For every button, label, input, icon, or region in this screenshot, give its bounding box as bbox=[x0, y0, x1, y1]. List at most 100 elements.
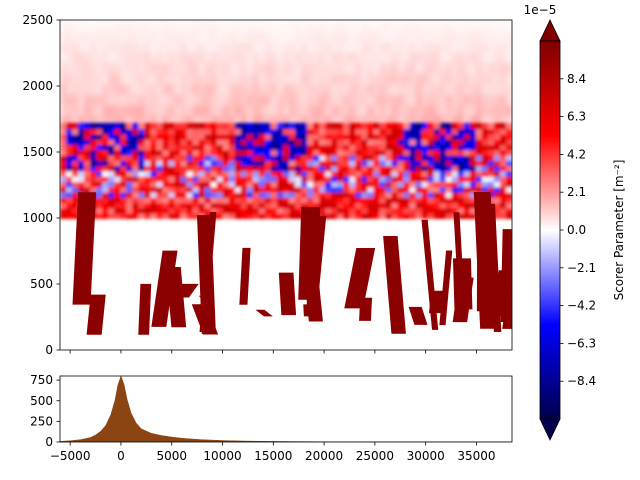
field-cell bbox=[126, 138, 134, 146]
field-cell bbox=[331, 149, 339, 156]
field-cell bbox=[120, 41, 128, 53]
field-cell bbox=[216, 122, 224, 130]
field-cell bbox=[168, 20, 176, 32]
field-cell bbox=[325, 72, 333, 85]
field-cell bbox=[385, 191, 393, 198]
field-cell bbox=[114, 128, 122, 135]
field-cell bbox=[174, 170, 182, 177]
field-cell bbox=[114, 104, 122, 117]
field-cell bbox=[168, 138, 176, 146]
field-cell bbox=[126, 202, 134, 209]
field-cell bbox=[144, 115, 152, 127]
field-cell bbox=[114, 175, 122, 183]
field-cell bbox=[493, 170, 501, 177]
field-cell bbox=[66, 104, 74, 117]
field-cell bbox=[451, 133, 459, 140]
field-streak bbox=[138, 283, 152, 335]
field-cell bbox=[120, 115, 128, 127]
field-cell bbox=[168, 191, 176, 198]
field-cell bbox=[144, 159, 152, 167]
field-cell bbox=[487, 196, 495, 204]
field-streak bbox=[239, 247, 251, 305]
field-cell bbox=[505, 30, 512, 43]
field-cell bbox=[156, 144, 164, 151]
field-cell bbox=[439, 149, 447, 156]
field-cell bbox=[433, 104, 441, 117]
field-cell bbox=[150, 72, 158, 85]
field-cell bbox=[276, 62, 284, 74]
field-cell bbox=[337, 144, 345, 151]
field-cell bbox=[234, 207, 242, 214]
field-cell bbox=[481, 165, 489, 172]
field-cell bbox=[246, 207, 254, 214]
field-cell bbox=[204, 186, 212, 193]
field-cell bbox=[162, 72, 170, 85]
field-cell bbox=[409, 122, 417, 130]
field-cell bbox=[282, 128, 291, 135]
field-cell bbox=[373, 30, 381, 43]
field-cell bbox=[144, 133, 152, 140]
field-cell bbox=[186, 159, 194, 167]
field-cell bbox=[216, 51, 224, 64]
field-cell bbox=[180, 144, 188, 151]
field-cell bbox=[246, 128, 254, 135]
field-cell bbox=[469, 196, 477, 204]
field-cell bbox=[246, 175, 254, 183]
field-cell bbox=[198, 104, 206, 117]
field-cell bbox=[186, 191, 194, 198]
field-cell bbox=[307, 202, 315, 209]
field-cell bbox=[499, 138, 507, 146]
field-cell bbox=[186, 62, 194, 74]
field-cell bbox=[499, 20, 507, 32]
field-cell bbox=[391, 138, 399, 146]
field-cell bbox=[331, 138, 339, 146]
field-cell bbox=[72, 93, 80, 106]
colorbar-body bbox=[539, 40, 561, 420]
field-cell bbox=[469, 41, 477, 53]
field-cell bbox=[319, 138, 327, 146]
field-cell bbox=[150, 83, 158, 95]
field-cell bbox=[198, 72, 206, 85]
field-cell bbox=[282, 186, 291, 193]
field-cell bbox=[186, 20, 194, 32]
field-cell bbox=[313, 154, 321, 161]
field-cell bbox=[457, 175, 465, 183]
field-cell bbox=[469, 93, 477, 106]
field-cell bbox=[102, 128, 110, 135]
field-cell bbox=[307, 181, 315, 188]
field-cell bbox=[102, 212, 110, 219]
field-cell bbox=[174, 207, 182, 214]
field-cell bbox=[361, 93, 369, 106]
field-cell bbox=[198, 128, 206, 135]
field-cell bbox=[264, 159, 272, 167]
field-cell bbox=[439, 212, 447, 219]
field-cell bbox=[114, 165, 122, 172]
field-cell bbox=[469, 51, 477, 64]
field-cell bbox=[289, 202, 297, 209]
field-cell bbox=[355, 72, 363, 85]
field-cell bbox=[451, 159, 459, 167]
field-cell bbox=[270, 207, 278, 214]
field-cell bbox=[445, 159, 453, 167]
field-cell bbox=[367, 170, 375, 177]
field-cell bbox=[174, 133, 182, 140]
field-cell bbox=[228, 72, 236, 85]
field-cell bbox=[60, 191, 68, 198]
field-cell bbox=[433, 122, 441, 130]
field-cell bbox=[457, 62, 465, 74]
field-cell bbox=[427, 149, 435, 156]
field-cell bbox=[282, 181, 291, 188]
field-cell bbox=[337, 72, 345, 85]
field-cell bbox=[349, 30, 357, 43]
field-cell bbox=[445, 186, 453, 193]
field-cell bbox=[469, 62, 477, 74]
field-cell bbox=[373, 212, 381, 219]
field-cell bbox=[126, 83, 134, 95]
field-cell bbox=[379, 186, 387, 193]
field-cell bbox=[270, 196, 278, 204]
field-cell bbox=[138, 30, 146, 43]
field-cell bbox=[349, 138, 357, 146]
field-cell bbox=[481, 41, 489, 53]
field-cell bbox=[198, 20, 206, 32]
